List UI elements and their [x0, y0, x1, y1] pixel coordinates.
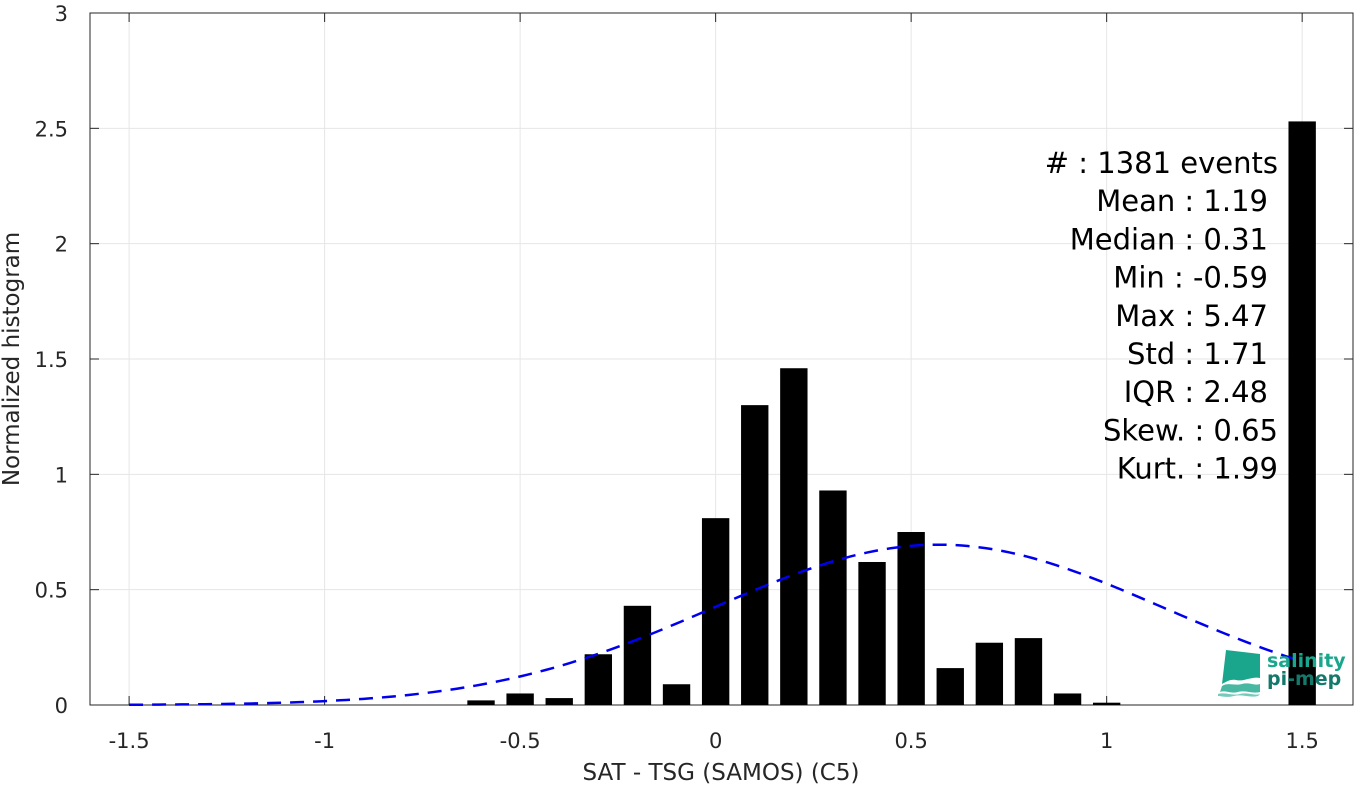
x-tick-label: -1 [314, 729, 335, 753]
x-tick-label: -1.5 [109, 729, 150, 753]
stat-line: # : 1381 events [1045, 146, 1278, 180]
histogram-bar [975, 642, 1004, 705]
histogram-bar [506, 693, 534, 705]
stat-line: IQR : 2.48 [1124, 375, 1268, 409]
histogram-bar [1288, 121, 1316, 705]
x-tick-label: 0.5 [894, 729, 927, 753]
logo-mark-icon [1218, 650, 1260, 697]
salinity-pimep-logo: salinity pi-mep [1218, 650, 1346, 697]
y-axis-label: Normalized histogram [0, 232, 25, 486]
x-tick-labels: -1.5 -1 -0.5 0 0.5 1 1.5 [109, 729, 1319, 753]
histogram-bar [584, 654, 613, 705]
stat-line: Max : 5.47 [1115, 299, 1268, 333]
y-tick-label: 1 [55, 463, 68, 487]
y-tick-label: 3 [55, 2, 68, 26]
y-tick-label: 2 [55, 233, 68, 257]
gaussian-fit-curve [129, 543, 1303, 706]
logo-text-salinity: salinity [1267, 650, 1346, 672]
stat-line: Skew. : 0.65 [1103, 413, 1278, 447]
histogram-bar [780, 368, 808, 705]
histogram-bar [936, 668, 964, 705]
y-tick-label: 0.5 [35, 579, 68, 603]
x-tick-label: 0 [709, 729, 722, 753]
histogram-bar [1092, 702, 1121, 705]
y-tick-labels: 0 0.5 1 1.5 2 2.5 3 [35, 2, 68, 718]
histogram-bar [897, 532, 925, 705]
histogram-bar [467, 700, 495, 705]
y-tick-label: 1.5 [35, 348, 68, 372]
x-tick-label: -0.5 [500, 729, 541, 753]
histogram-bar [858, 561, 886, 705]
x-tick-label: 1 [1100, 729, 1113, 753]
y-tick-label: 0 [55, 694, 68, 718]
histogram-bar [1014, 638, 1043, 705]
stat-line: Mean : 1.19 [1096, 184, 1268, 218]
histogram-bar [662, 684, 691, 705]
histogram-bar [1053, 693, 1082, 705]
statistics-box: # : 1381 events Mean : 1.19 Median : 0.31 M… [1045, 146, 1278, 486]
histogram-bar [545, 698, 573, 705]
logo-text-pimep: pi-mep [1267, 668, 1341, 690]
histogram-bar [623, 605, 652, 705]
x-axis-label: SAT - TSG (SAMOS) (C5) [583, 760, 860, 785]
bars-group [467, 121, 1316, 705]
histogram-bar [741, 405, 769, 705]
x-tick-label: 1.5 [1285, 729, 1318, 753]
histogram-bar [701, 518, 730, 705]
y-tick-label: 2.5 [35, 117, 68, 141]
stat-line: Kurt. : 1.99 [1117, 452, 1278, 486]
stat-line: Median : 0.31 [1070, 222, 1268, 256]
stat-line: Min : -0.59 [1113, 261, 1268, 295]
histogram-bar [819, 490, 847, 705]
stat-line: Std : 1.71 [1127, 337, 1268, 371]
